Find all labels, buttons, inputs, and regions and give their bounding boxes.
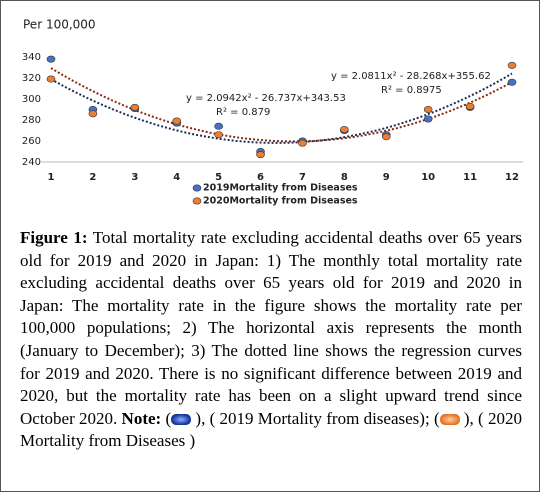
point [423,106,433,114]
trendline [50,67,513,143]
x-tick-label: 7 [299,172,306,183]
y-tick-label: 300 [22,94,41,105]
y-tick-label: 320 [22,73,41,84]
trendline-r2: R² = 0.879 [216,107,270,118]
y-tick-label: 340 [22,52,41,63]
x-tick-label: 5 [215,172,222,183]
point [423,115,433,123]
point [381,133,391,141]
x-tick-label: 4 [173,172,180,183]
x-tick-label: 12 [505,172,519,183]
point [46,55,56,63]
trendline [50,72,513,144]
icon-2019 [171,413,192,425]
point [507,61,517,69]
x-tick-label: 9 [383,172,390,183]
x-tick-label: 8 [341,172,348,183]
point [256,151,265,159]
point [214,122,223,130]
caption-label: Figure 1: [20,228,88,247]
x-tick-label: 10 [421,172,435,183]
x-tick-label: 6 [257,172,264,183]
point [298,139,307,147]
y-tick-label: 240 [22,157,41,168]
note-label: Note: [121,408,162,428]
point [130,103,140,111]
caption-text: Total mortality rate excluding accidenta… [20,228,522,428]
note-text: ), ( 2020 Mortality from Diseases ) [20,408,522,451]
legend-marker [192,197,202,205]
icon-2020 [439,413,460,425]
note-text: ), ( 2019 Mortality from diseases); ( [191,408,440,428]
point [507,78,517,86]
point [46,75,56,83]
y-tick-label: 280 [22,115,41,126]
legend-label: 2019Mortality from Diseases [203,183,358,194]
x-tick-label: 1 [48,172,55,183]
note-text: ( [161,408,172,428]
y-axis-label: Per 100,000 [23,18,96,32]
point [465,102,475,110]
caption: Figure 1: Total mortality rate excluding… [20,227,522,453]
point [172,117,182,125]
trendline-equation: y = 2.0942x² - 26.737x+343.53 [186,93,346,104]
trendline-r2: R² = 0.8975 [381,85,442,96]
y-tick-label: 260 [22,136,41,147]
legend-marker [192,184,202,192]
point [214,131,223,139]
legend-label: 2020Mortality from Diseases [203,196,358,207]
x-tick-label: 3 [131,172,138,183]
point [88,110,98,118]
trendline-equation: y = 2.0811x² - 28.268x+355.62 [331,71,491,82]
x-tick-label: 2 [89,172,96,183]
x-tick-label: 11 [463,172,477,183]
point [340,125,349,133]
